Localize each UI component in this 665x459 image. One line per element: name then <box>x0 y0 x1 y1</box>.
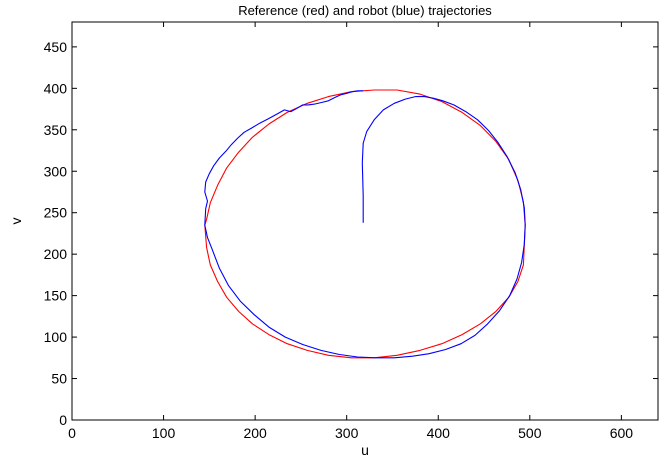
y-tick-label: 0 <box>59 412 67 428</box>
tick-layer: 0 100 200 300 400 500 600 0 50 100 150 200 250 300 350… <box>44 22 658 441</box>
y-tick-label: 300 <box>44 163 68 179</box>
y-tick-label: 50 <box>51 371 67 387</box>
y-tick-label: 450 <box>44 39 68 55</box>
chart-title: Reference (red) and robot (blue) traject… <box>238 3 492 18</box>
plot-area <box>71 21 659 421</box>
x-tick-label: 100 <box>152 425 176 441</box>
y-tick-label: 400 <box>44 80 68 96</box>
x-tick-label: 200 <box>243 425 267 441</box>
series-layer <box>204 89 526 359</box>
y-tick-label: 200 <box>44 246 68 262</box>
y-axis-label: v <box>8 218 24 225</box>
x-tick-label: 400 <box>427 425 451 441</box>
x-axis-label: u <box>361 442 369 458</box>
y-tick-label: 350 <box>44 122 68 138</box>
trajectory-series-2 <box>204 90 526 359</box>
x-tick-label: 600 <box>610 425 634 441</box>
y-tick-label: 100 <box>44 329 68 345</box>
y-tick-label: 150 <box>44 288 68 304</box>
x-tick-label: 500 <box>518 425 542 441</box>
x-tick-label: 0 <box>68 425 76 441</box>
x-tick-label: 300 <box>335 425 359 441</box>
y-tick-label: 250 <box>44 205 68 221</box>
